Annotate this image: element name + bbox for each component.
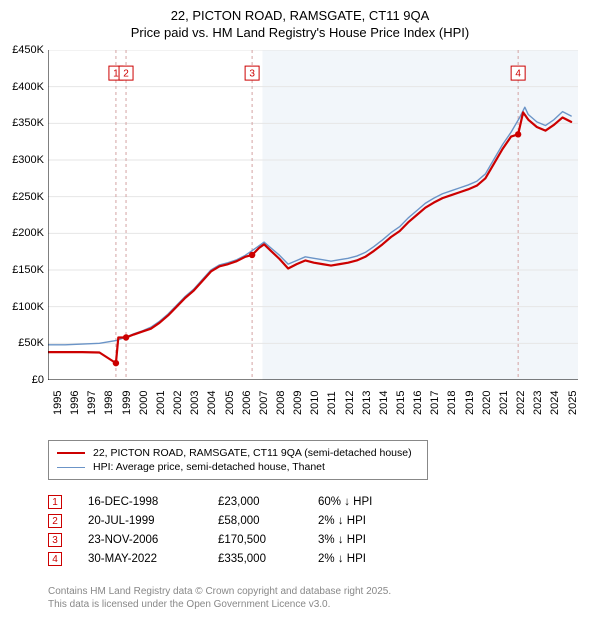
legend-row: HPI: Average price, semi-detached house,… [57, 461, 419, 473]
x-tick-label: 2023 [532, 391, 544, 415]
x-tick-label: 2003 [189, 391, 201, 415]
x-tick-label: 2015 [395, 391, 407, 415]
x-tick-label: 2014 [378, 391, 390, 415]
sales-table: 1 16-DEC-1998£23,00060% ↓ HPI 2 20-JUL-1999… [48, 490, 418, 571]
sales-row: 3 23-NOV-2006£170,5003% ↓ HPI [48, 533, 418, 547]
sales-row: 1 16-DEC-1998£23,00060% ↓ HPI [48, 495, 418, 509]
y-tick-label: £250K [2, 191, 44, 203]
x-tick-label: 2001 [155, 391, 167, 415]
x-tick-label: 2010 [309, 391, 321, 415]
x-tick-label: 2025 [567, 391, 579, 415]
x-tick-label: 2013 [361, 391, 373, 415]
x-tick-label: 2016 [412, 391, 424, 415]
y-tick-label: £0 [2, 374, 44, 386]
sale-price: £23,000 [218, 496, 318, 508]
y-tick-label: £450K [2, 44, 44, 56]
chart-container: 22, PICTON ROAD, RAMSGATE, CT11 9QA Pric… [0, 0, 600, 620]
sale-diff: 2% ↓ HPI [318, 553, 418, 565]
x-tick-label: 1995 [52, 391, 64, 415]
sale-marker-box: 2 [48, 514, 62, 528]
sale-price: £58,000 [218, 515, 318, 527]
legend: 22, PICTON ROAD, RAMSGATE, CT11 9QA (sem… [48, 440, 428, 480]
y-tick-label: £300K [2, 154, 44, 166]
x-tick-label: 2022 [515, 391, 527, 415]
x-tick-label: 2019 [464, 391, 476, 415]
x-tick-label: 2018 [446, 391, 458, 415]
sale-diff: 2% ↓ HPI [318, 515, 418, 527]
legend-label: 22, PICTON ROAD, RAMSGATE, CT11 9QA (sem… [93, 447, 412, 459]
x-tick-label: 2011 [326, 391, 338, 415]
chart-svg: 12 3 4 [48, 50, 578, 380]
title-block: 22, PICTON ROAD, RAMSGATE, CT11 9QA Pric… [0, 0, 600, 42]
y-tick-label: £50K [2, 337, 44, 349]
svg-text:4: 4 [515, 69, 521, 80]
x-tick-label: 1999 [121, 391, 133, 415]
legend-label: HPI: Average price, semi-detached house,… [93, 461, 325, 473]
sale-marker-box: 4 [48, 552, 62, 566]
x-tick-label: 2017 [429, 391, 441, 415]
legend-swatch [57, 452, 85, 454]
y-tick-label: £100K [2, 301, 44, 313]
x-tick-label: 2021 [498, 391, 510, 415]
sale-price: £335,000 [218, 553, 318, 565]
legend-row: 22, PICTON ROAD, RAMSGATE, CT11 9QA (sem… [57, 447, 419, 459]
x-tick-label: 2012 [344, 391, 356, 415]
sale-date: 16-DEC-1998 [88, 496, 218, 508]
sale-date: 20-JUL-1999 [88, 515, 218, 527]
y-tick-label: £350K [2, 117, 44, 129]
sale-marker-box: 3 [48, 533, 62, 547]
x-tick-label: 1997 [86, 391, 98, 415]
x-tick-label: 2020 [481, 391, 493, 415]
chart-area: 12 3 4 [48, 50, 578, 380]
x-tick-label: 2007 [258, 391, 270, 415]
title-line-1: 22, PICTON ROAD, RAMSGATE, CT11 9QA [0, 8, 600, 25]
x-tick-label: 1996 [69, 391, 81, 415]
sale-diff: 3% ↓ HPI [318, 534, 418, 546]
svg-text:2: 2 [123, 69, 129, 80]
sales-row: 2 20-JUL-1999£58,0002% ↓ HPI [48, 514, 418, 528]
title-line-2: Price paid vs. HM Land Registry's House … [0, 25, 600, 42]
x-tick-label: 2002 [172, 391, 184, 415]
sale-marker-box: 1 [48, 495, 62, 509]
sales-row: 4 30-MAY-2022£335,0002% ↓ HPI [48, 552, 418, 566]
x-tick-label: 2024 [549, 391, 561, 415]
y-tick-label: £150K [2, 264, 44, 276]
x-tick-label: 2005 [224, 391, 236, 415]
footer-line-1: Contains HM Land Registry data © Crown c… [48, 586, 391, 599]
x-tick-label: 2006 [241, 391, 253, 415]
footer: Contains HM Land Registry data © Crown c… [48, 586, 391, 611]
sale-date: 23-NOV-2006 [88, 534, 218, 546]
x-axis-labels: 1995 1996 1997 1998 1999 2000 2001 2002 2003 2004… [48, 380, 578, 436]
sale-diff: 60% ↓ HPI [318, 496, 418, 508]
x-tick-label: 2009 [292, 391, 304, 415]
y-tick-label: £200K [2, 227, 44, 239]
x-tick-label: 1998 [103, 391, 115, 415]
legend-swatch [57, 467, 85, 468]
y-tick-label: £400K [2, 81, 44, 93]
x-tick-label: 2000 [138, 391, 150, 415]
sale-date: 30-MAY-2022 [88, 553, 218, 565]
x-tick-label: 2004 [206, 391, 218, 415]
svg-text:3: 3 [249, 69, 255, 80]
sale-price: £170,500 [218, 534, 318, 546]
svg-text:1: 1 [113, 69, 119, 80]
footer-line-2: This data is licensed under the Open Gov… [48, 599, 391, 612]
x-tick-label: 2008 [275, 391, 287, 415]
